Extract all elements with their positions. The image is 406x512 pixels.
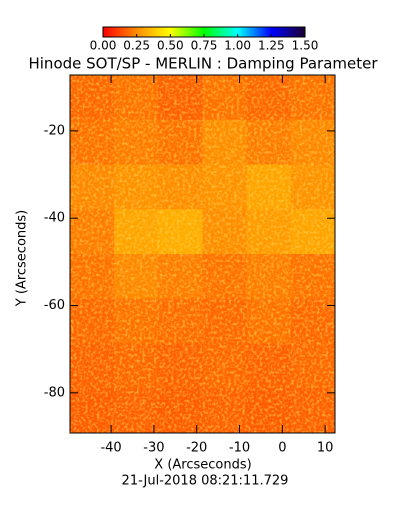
footer: 21-Jul-2018 08:21:11.729 xyxy=(122,474,289,489)
plot-frame xyxy=(69,74,336,434)
x-tick-label: -30 xyxy=(143,441,164,456)
colorbar-tick-label: 0.25 xyxy=(123,39,150,53)
colorbar-tick-label: 1.25 xyxy=(258,39,285,53)
x-tick-label: -10 xyxy=(229,441,250,456)
y-tick-label: -20 xyxy=(44,123,65,138)
colorbar-tick-label: 0.75 xyxy=(191,39,218,53)
chart-title: Hinode SOT/SP - MERLIN : Damping Paramet… xyxy=(28,55,378,73)
x-tick-label: 10 xyxy=(317,441,334,456)
colorbar-tick-label: 1.50 xyxy=(292,39,319,53)
texture xyxy=(70,75,335,433)
colorbar-tick-label: 0.00 xyxy=(90,39,117,53)
x-tick-label: -20 xyxy=(186,441,207,456)
y-axis-label: Y (Arcseconds) xyxy=(15,210,30,307)
y-tick-label: -80 xyxy=(44,385,65,400)
x-tick-label: 0 xyxy=(278,441,286,456)
y-tick-label: -40 xyxy=(44,211,65,226)
x-axis-label: X (Arcseconds) xyxy=(154,458,251,473)
y-tick-label: -60 xyxy=(44,298,65,313)
x-tick-label: -40 xyxy=(100,441,121,456)
colorbar-tick-label: 0.50 xyxy=(157,39,184,53)
colorbar-tick-label: 1.00 xyxy=(224,39,251,53)
